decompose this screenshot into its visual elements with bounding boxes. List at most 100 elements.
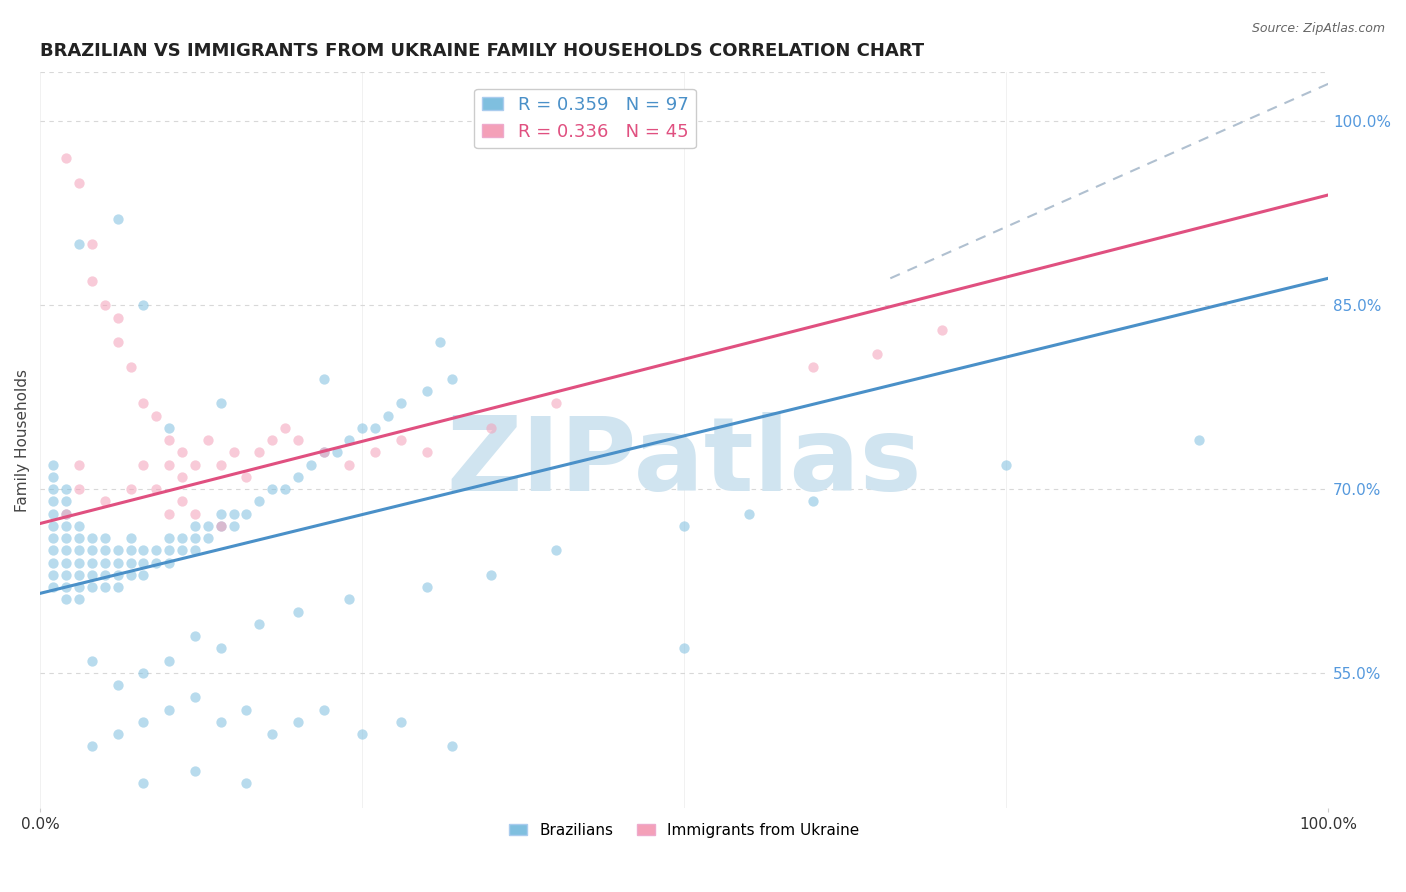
Point bbox=[107, 543, 129, 558]
Point bbox=[42, 556, 65, 570]
Point bbox=[55, 151, 77, 165]
Legend: Brazilians, Immigrants from Ukraine: Brazilians, Immigrants from Ukraine bbox=[503, 817, 866, 844]
Point bbox=[170, 445, 193, 459]
Point bbox=[55, 507, 77, 521]
Point bbox=[132, 556, 155, 570]
Point bbox=[235, 470, 257, 484]
Point bbox=[801, 359, 824, 374]
Point bbox=[80, 580, 103, 594]
Point bbox=[544, 543, 567, 558]
Point bbox=[67, 458, 90, 472]
Point bbox=[544, 396, 567, 410]
Point bbox=[42, 470, 65, 484]
Point bbox=[222, 445, 245, 459]
Point bbox=[339, 458, 361, 472]
Point bbox=[325, 445, 347, 459]
Point bbox=[120, 531, 142, 545]
Text: ZIPatlas: ZIPatlas bbox=[447, 411, 922, 513]
Point bbox=[866, 347, 889, 361]
Text: Source: ZipAtlas.com: Source: ZipAtlas.com bbox=[1251, 22, 1385, 36]
Point bbox=[107, 212, 129, 227]
Point bbox=[262, 482, 284, 496]
Point bbox=[157, 458, 180, 472]
Point bbox=[132, 714, 155, 729]
Point bbox=[94, 531, 117, 545]
Point bbox=[42, 507, 65, 521]
Point bbox=[441, 372, 464, 386]
Point bbox=[274, 421, 297, 435]
Point bbox=[197, 519, 219, 533]
Point bbox=[247, 494, 270, 508]
Point bbox=[55, 543, 77, 558]
Point bbox=[931, 323, 953, 337]
Point bbox=[170, 494, 193, 508]
Point bbox=[364, 421, 387, 435]
Point bbox=[352, 727, 374, 741]
Point bbox=[120, 556, 142, 570]
Point bbox=[67, 176, 90, 190]
Point bbox=[42, 568, 65, 582]
Point bbox=[312, 703, 335, 717]
Point bbox=[209, 396, 232, 410]
Point bbox=[184, 531, 207, 545]
Point bbox=[55, 482, 77, 496]
Point bbox=[80, 543, 103, 558]
Point bbox=[67, 531, 90, 545]
Point bbox=[222, 507, 245, 521]
Point bbox=[80, 568, 103, 582]
Point bbox=[132, 396, 155, 410]
Point bbox=[42, 531, 65, 545]
Point bbox=[157, 543, 180, 558]
Point bbox=[184, 543, 207, 558]
Point bbox=[67, 568, 90, 582]
Point bbox=[145, 482, 167, 496]
Point bbox=[287, 470, 309, 484]
Point bbox=[339, 592, 361, 607]
Point bbox=[673, 641, 696, 656]
Point bbox=[80, 654, 103, 668]
Point bbox=[157, 421, 180, 435]
Point bbox=[377, 409, 399, 423]
Point bbox=[416, 445, 439, 459]
Y-axis label: Family Households: Family Households bbox=[15, 368, 30, 512]
Point bbox=[55, 531, 77, 545]
Point bbox=[107, 580, 129, 594]
Point bbox=[312, 445, 335, 459]
Point bbox=[429, 334, 451, 349]
Point bbox=[67, 237, 90, 252]
Point bbox=[107, 727, 129, 741]
Point bbox=[80, 237, 103, 252]
Point bbox=[94, 556, 117, 570]
Point bbox=[673, 519, 696, 533]
Point bbox=[184, 629, 207, 643]
Point bbox=[209, 641, 232, 656]
Point bbox=[235, 776, 257, 790]
Point bbox=[67, 482, 90, 496]
Point bbox=[184, 690, 207, 705]
Point bbox=[94, 543, 117, 558]
Point bbox=[94, 568, 117, 582]
Point bbox=[209, 507, 232, 521]
Point bbox=[67, 543, 90, 558]
Point bbox=[995, 458, 1018, 472]
Point bbox=[80, 274, 103, 288]
Point bbox=[80, 739, 103, 754]
Point bbox=[352, 421, 374, 435]
Point bbox=[67, 592, 90, 607]
Point bbox=[80, 556, 103, 570]
Point bbox=[170, 470, 193, 484]
Point bbox=[55, 507, 77, 521]
Point bbox=[132, 298, 155, 312]
Point bbox=[184, 458, 207, 472]
Point bbox=[479, 568, 502, 582]
Point bbox=[299, 458, 322, 472]
Point bbox=[145, 409, 167, 423]
Point bbox=[479, 421, 502, 435]
Point bbox=[120, 568, 142, 582]
Point bbox=[1188, 433, 1211, 447]
Point bbox=[441, 739, 464, 754]
Point bbox=[209, 714, 232, 729]
Point bbox=[67, 519, 90, 533]
Point bbox=[42, 458, 65, 472]
Point bbox=[247, 445, 270, 459]
